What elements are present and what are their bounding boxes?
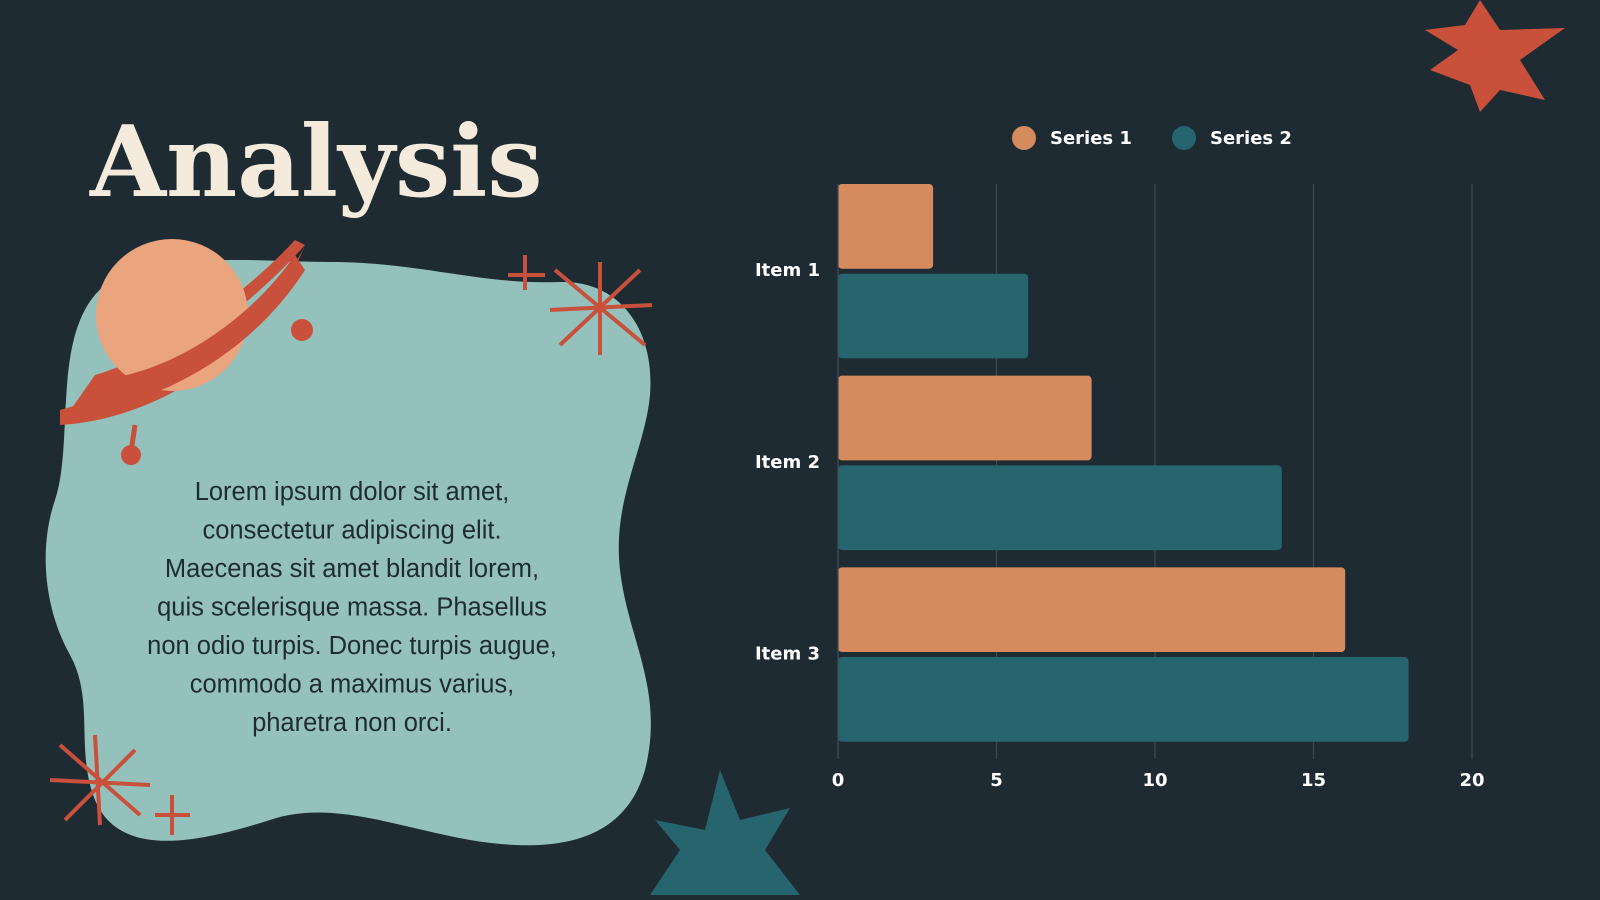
bar	[838, 184, 934, 269]
sparkle-stars	[49, 255, 653, 835]
x-tick-label: 5	[990, 770, 1003, 791]
bar	[838, 465, 1282, 551]
body-line: Maecenas sit amet blandit lorem,	[165, 555, 539, 583]
blob	[45, 260, 651, 846]
legend-label: Series 2	[1210, 128, 1292, 149]
star-bottom	[650, 770, 800, 895]
x-tick-label: 20	[1459, 770, 1484, 791]
bar	[838, 567, 1346, 653]
ufo	[60, 239, 313, 465]
x-tick-label: 0	[832, 770, 845, 791]
x-tick-label: 10	[1142, 770, 1167, 791]
y-tick-label: Item 3	[755, 644, 820, 665]
title: Analysis	[89, 105, 543, 220]
y-tick-label: Item 2	[755, 452, 820, 473]
body-line: Lorem ipsum dolor sit amet,	[195, 478, 510, 506]
legend-label: Series 1	[1050, 128, 1132, 149]
body-line: non odio turpis. Donec turpis augue,	[147, 632, 557, 660]
legend-swatch	[1172, 126, 1196, 150]
legend-swatch	[1012, 126, 1036, 150]
body-line: quis scelerisque massa. Phasellus	[157, 594, 547, 622]
bar	[838, 375, 1092, 461]
bar	[838, 273, 1029, 359]
star-top	[1425, 0, 1565, 112]
body-text: Lorem ipsum dolor sit amet, consectetur a…	[147, 478, 557, 737]
chart: 0 5 10 15 20 Item 1 Item 2 Item 3 Series 1 Series…	[755, 126, 1485, 791]
body-line: pharetra non orci.	[252, 709, 452, 737]
y-tick-label: Item 1	[755, 260, 820, 281]
body-line: commodo a maximus varius,	[190, 671, 515, 699]
x-tick-label: 15	[1301, 770, 1326, 791]
bar	[838, 657, 1409, 742]
body-line: consectetur adipiscing elit.	[202, 517, 501, 545]
